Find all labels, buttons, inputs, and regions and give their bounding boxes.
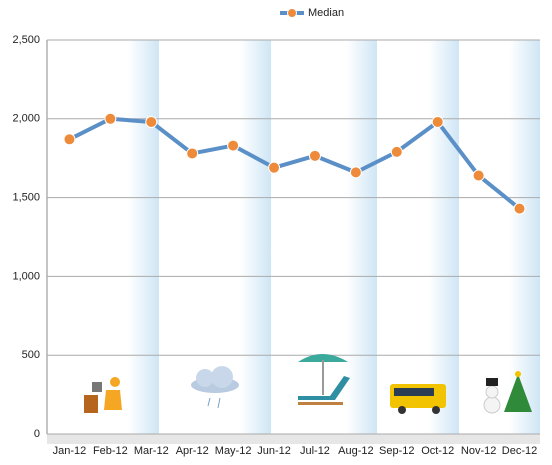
x-tick-label: Jul-12 [300, 445, 330, 457]
data-point [104, 112, 117, 125]
legend-marker [287, 8, 297, 18]
x-tick-label: Oct-12 [421, 445, 454, 457]
desk-icon [84, 377, 122, 413]
data-point [513, 202, 526, 215]
y-tick-label: 1,500 [12, 192, 40, 204]
x-tick-label: Jun-12 [257, 445, 291, 457]
x-tick-label: Dec-12 [502, 445, 537, 457]
x-tick-label: Mar-12 [134, 445, 169, 457]
data-point [145, 115, 158, 128]
data-point [472, 169, 485, 182]
snowman-tree-icon [483, 371, 532, 414]
floor [47, 434, 540, 444]
data-point [308, 149, 321, 162]
series-line [68, 116, 521, 211]
data-point [431, 115, 444, 128]
data-point [227, 139, 240, 152]
x-tick-label: Feb-12 [93, 445, 128, 457]
data-point [186, 147, 199, 160]
cloud-icon [191, 366, 239, 409]
x-tick-label: Apr-12 [176, 445, 209, 457]
x-tick-label: Aug-12 [338, 445, 373, 457]
y-tick-label: 1,000 [12, 270, 40, 282]
icons [84, 354, 532, 414]
x-tick-label: Sep-12 [379, 445, 414, 457]
y-tick-label: 2,500 [12, 34, 40, 46]
y-tick-label: 2,000 [12, 113, 40, 125]
data-point [390, 145, 403, 158]
x-tick-label: Nov-12 [461, 445, 496, 457]
y-tick-label: 0 [34, 428, 40, 440]
data-point [349, 166, 362, 179]
data-point [268, 161, 281, 174]
bus-icon [390, 384, 446, 414]
beach-chair-icon [298, 354, 350, 405]
x-tick-label: Jan-12 [53, 445, 87, 457]
x-tick-label: May-12 [215, 445, 252, 457]
background-bands [128, 40, 540, 434]
legend-label: Median [308, 7, 344, 19]
data-point [63, 133, 76, 146]
y-tick-label: 500 [22, 349, 40, 361]
